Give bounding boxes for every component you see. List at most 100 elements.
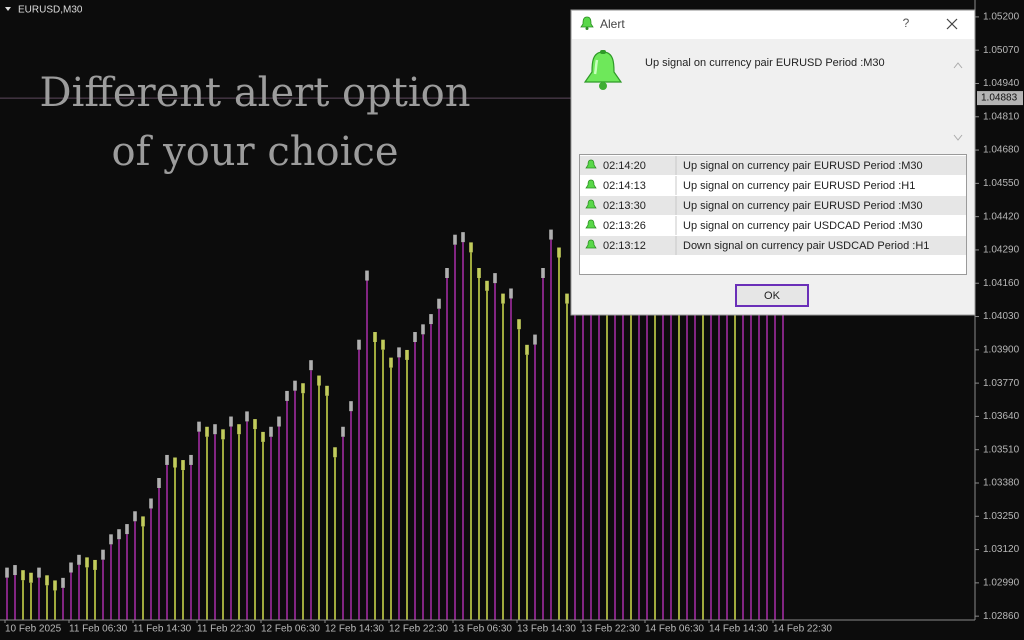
candle: [133, 511, 137, 522]
candle: [405, 349, 409, 360]
candle: [389, 357, 393, 368]
candle: [469, 242, 473, 253]
price-tag-label: 1.04883: [981, 93, 1018, 104]
y-tick-label: 1.04290: [983, 245, 1020, 256]
scrollbar[interactable]: [950, 55, 966, 147]
candle: [429, 314, 433, 325]
candle: [493, 273, 497, 284]
candle: [301, 383, 305, 394]
x-tick-label: 10 Feb 2025: [5, 624, 62, 635]
y-tick-label: 1.05070: [983, 45, 1020, 56]
candle: [517, 319, 521, 330]
candle: [205, 426, 209, 437]
candle: [93, 559, 97, 570]
y-tick-label: 1.04940: [983, 78, 1020, 89]
candle: [269, 426, 273, 437]
x-tick-label: 13 Feb 06:30: [453, 624, 512, 635]
candle: [509, 288, 513, 299]
alert-row[interactable]: 02:14:13 Up signal on currency pair EURUS…: [580, 176, 966, 195]
candle: [221, 429, 225, 440]
candle: [557, 247, 561, 258]
close-button[interactable]: [946, 18, 958, 30]
candle: [253, 419, 257, 430]
alert-message: Up signal on currency pair EURUSD Period…: [645, 57, 885, 69]
y-tick-label: 1.04420: [983, 211, 1020, 222]
candle: [397, 347, 401, 358]
candle: [333, 447, 337, 458]
candle: [341, 426, 345, 437]
help-button[interactable]: ?: [903, 16, 910, 30]
candle: [189, 454, 193, 465]
ok-button-label[interactable]: OK: [764, 290, 781, 302]
candle: [53, 580, 57, 591]
alert-row[interactable]: 02:13:26 Up signal on currency pair USDCA…: [580, 216, 966, 235]
row-message: Up signal on currency pair EURUSD Period…: [683, 200, 923, 212]
message-bell-icon: [583, 50, 623, 90]
candle: [141, 516, 145, 527]
candle: [453, 234, 457, 245]
row-message: Up signal on currency pair EURUSD Period…: [683, 160, 923, 172]
candle: [549, 229, 553, 240]
candle: [413, 332, 417, 343]
y-tick-label: 1.05200: [983, 12, 1020, 23]
candle: [317, 375, 321, 386]
candle: [117, 529, 121, 540]
candle: [29, 572, 33, 583]
candle: [21, 570, 25, 581]
row-message: Up signal on currency pair USDCAD Period…: [683, 220, 923, 232]
symbol-menu-icon[interactable]: [5, 7, 11, 11]
row-time: 02:14:13: [603, 180, 646, 192]
alert-row[interactable]: 02:13:30 Up signal on currency pair EURUS…: [580, 196, 966, 215]
x-tick-label: 12 Feb 14:30: [325, 624, 384, 635]
alert-row[interactable]: 02:14:20 Up signal on currency pair EURUS…: [580, 156, 966, 175]
x-tick-label: 11 Feb 22:30: [197, 624, 256, 635]
candle: [485, 280, 489, 291]
row-bell-icon: [585, 239, 597, 249]
alert-row[interactable]: 02:13:12 Down signal on currency pair USD…: [580, 236, 966, 255]
candle: [237, 424, 241, 435]
scroll-up[interactable]: [953, 62, 963, 69]
candle: [197, 421, 201, 432]
x-tick-label: 12 Feb 22:30: [389, 624, 448, 635]
candle: [541, 267, 545, 278]
title-bell-icon: [580, 16, 594, 30]
row-bell-icon: [585, 159, 597, 169]
y-tick-label: 1.04030: [983, 311, 1020, 322]
y-tick-label: 1.02990: [983, 578, 1020, 589]
candle: [285, 390, 289, 401]
candle: [565, 293, 569, 304]
x-tick-label: 14 Feb 14:30: [709, 624, 768, 635]
x-tick-label: 11 Feb 14:30: [133, 624, 192, 635]
candle: [37, 567, 41, 578]
candle: [165, 454, 169, 465]
row-time: 02:14:20: [603, 160, 646, 172]
candle: [277, 416, 281, 427]
candle: [181, 460, 185, 471]
y-tick-label: 1.03510: [983, 444, 1020, 455]
candle: [109, 534, 113, 545]
row-time: 02:13:30: [603, 200, 646, 212]
candle: [381, 339, 385, 350]
ok-button[interactable]: [735, 284, 809, 307]
title-bar: [572, 11, 974, 39]
dialog-title: Alert: [600, 17, 625, 31]
candle: [229, 416, 233, 427]
x-tick-label: 14 Feb 22:30: [773, 624, 832, 635]
candle: [69, 562, 73, 573]
candle: [501, 293, 505, 304]
candle: [61, 577, 65, 588]
row-time: 02:13:26: [603, 220, 646, 232]
candle: [357, 339, 361, 350]
x-tick-label: 12 Feb 06:30: [261, 624, 320, 635]
axes: 1.05200 1.05070 1.04940 1.04810 1.04680 1.045…: [4, 12, 1023, 635]
candle: [477, 267, 481, 278]
candle: [213, 424, 217, 435]
symbol-label: EURUSD,M30: [18, 5, 83, 16]
candle: [173, 457, 177, 468]
candle: [437, 298, 441, 309]
headline: Different alert option: [40, 70, 471, 116]
scroll-down[interactable]: [953, 134, 963, 141]
candle: [373, 332, 377, 343]
candle: [245, 411, 249, 422]
